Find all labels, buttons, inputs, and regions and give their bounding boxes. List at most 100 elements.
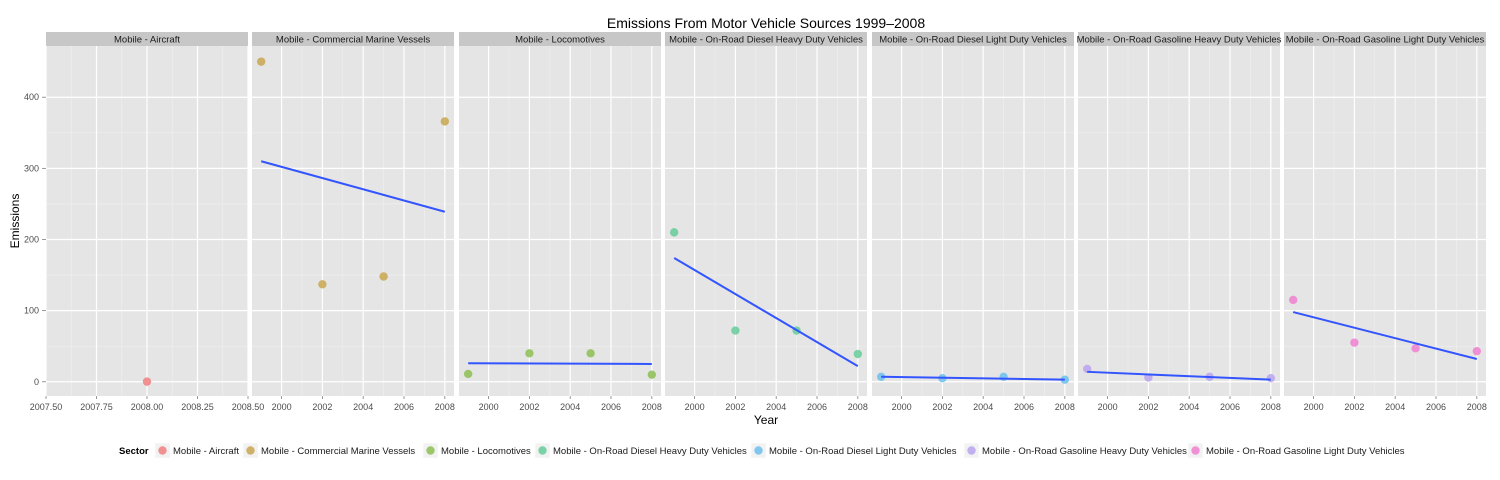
x-tick-label: 2000 bbox=[1098, 402, 1118, 412]
x-tick-label: 2004 bbox=[1179, 402, 1199, 412]
facet-strip bbox=[46, 32, 248, 46]
x-tick-label: 2006 bbox=[1014, 402, 1034, 412]
trend-line bbox=[1292, 311, 1478, 360]
legend-key-point bbox=[246, 446, 255, 455]
trend-line bbox=[881, 375, 1065, 381]
x-tick-label: 2007.75 bbox=[80, 402, 113, 412]
facet-strip-label: Mobile - On-Road Diesel Heavy Duty Vehic… bbox=[669, 35, 863, 46]
facet-panel: Mobile - On-Road Gasoline Light Duty Veh… bbox=[1284, 32, 1487, 412]
facet-panel: Mobile - On-Road Diesel Heavy Duty Vehic… bbox=[665, 32, 868, 412]
x-tick-label: 2004 bbox=[973, 402, 993, 412]
trend-line bbox=[260, 160, 446, 213]
y-axis: 0 100 200 300 400 bbox=[24, 92, 46, 387]
facet-panel: Mobile - Aircraft 2007.50 2007.75 2008.00 20… bbox=[30, 32, 264, 412]
panel-background bbox=[1078, 46, 1280, 396]
facet-strip-label: Mobile - Commercial Marine Vessels bbox=[276, 35, 430, 46]
x-tick-label: 2006 bbox=[1220, 402, 1240, 412]
data-point bbox=[318, 280, 327, 289]
data-point bbox=[1411, 344, 1420, 353]
facet-strip bbox=[872, 32, 1074, 46]
legend-item: Mobile - Aircraft bbox=[154, 442, 239, 459]
facet-strip bbox=[1078, 32, 1280, 46]
legend-key-point bbox=[754, 446, 763, 455]
x-tick-label: 2008 bbox=[1261, 402, 1281, 412]
x-tick-label: 2006 bbox=[1426, 402, 1446, 412]
x-tick-label: 2002 bbox=[1344, 402, 1364, 412]
data-point bbox=[876, 372, 886, 381]
legend-item: Mobile - On-Road Diesel Heavy Duty Vehic… bbox=[534, 442, 747, 459]
legend-label: Mobile - On-Road Diesel Heavy Duty Vehic… bbox=[553, 446, 747, 457]
data-point bbox=[1288, 295, 1298, 305]
x-tick-label: 2006 bbox=[601, 402, 621, 412]
data-point bbox=[379, 272, 388, 281]
facet-strip bbox=[665, 32, 867, 46]
data-point bbox=[647, 370, 657, 379]
panel-body bbox=[459, 46, 661, 396]
legend-item: Mobile - Commercial Marine Vessels bbox=[242, 442, 415, 459]
panel-body bbox=[665, 46, 867, 396]
legend-item: Mobile - On-Road Gasoline Heavy Duty Veh… bbox=[963, 442, 1187, 459]
data-point bbox=[1266, 374, 1276, 383]
data-point bbox=[669, 228, 679, 237]
data-point bbox=[463, 369, 473, 379]
legend-label: Mobile - Commercial Marine Vessels bbox=[261, 446, 415, 457]
x-tick-label: 2002 bbox=[1138, 402, 1158, 412]
x-tick-label: 2002 bbox=[312, 402, 332, 412]
y-tick-label: 300 bbox=[24, 163, 39, 173]
panel-body bbox=[46, 46, 248, 396]
legend-key-point bbox=[426, 446, 435, 455]
facet-strip bbox=[459, 32, 661, 46]
facet-strip bbox=[252, 32, 454, 46]
legend-label: Mobile - On-Road Gasoline Heavy Duty Veh… bbox=[982, 446, 1187, 457]
data-point bbox=[256, 57, 266, 66]
legend-key-point bbox=[967, 446, 976, 455]
x-tick-label: 2004 bbox=[560, 402, 580, 412]
x-tick-label: 2000 bbox=[272, 402, 292, 412]
trend-line bbox=[673, 257, 859, 367]
facet-panel: Mobile - Commercial Marine Vessels 2000 20… bbox=[252, 32, 455, 412]
data-point bbox=[731, 326, 740, 335]
y-axis-title: Emissions bbox=[8, 194, 22, 249]
legend-item: Mobile - Locomotives bbox=[422, 442, 531, 459]
panel-body bbox=[252, 46, 454, 396]
x-tick-label: 2004 bbox=[766, 402, 786, 412]
trend-line bbox=[1087, 370, 1271, 381]
legend-label: Mobile - Locomotives bbox=[441, 446, 531, 457]
x-tick-label: 2004 bbox=[1385, 402, 1405, 412]
legend: Sector Mobile - Aircraft Mobile - Commerci… bbox=[119, 442, 1405, 459]
data-point bbox=[525, 349, 534, 358]
panel-background bbox=[1284, 46, 1486, 396]
x-axis-title: Year bbox=[754, 413, 778, 427]
y-tick-label: 400 bbox=[24, 92, 39, 102]
x-tick-label: 2008 bbox=[1467, 402, 1487, 412]
panel-background bbox=[872, 46, 1074, 396]
legend-item: Mobile - On-Road Diesel Light Duty Vehic… bbox=[750, 442, 957, 459]
facet-strip-label: Mobile - On-Road Gasoline Heavy Duty Veh… bbox=[1077, 35, 1282, 46]
legend-key-point bbox=[538, 446, 547, 455]
legend-title: Sector bbox=[119, 446, 149, 457]
x-tick-label: 2006 bbox=[394, 402, 414, 412]
x-tick-label: 2000 bbox=[479, 402, 499, 412]
facet-strip bbox=[1284, 32, 1486, 46]
facet-panel: Mobile - Locomotives 2000 2002 2004 2006 2008 bbox=[459, 32, 662, 412]
x-tick-label: 2008.25 bbox=[181, 402, 214, 412]
data-point bbox=[853, 349, 863, 359]
chart-title: Emissions From Motor Vehicle Sources 199… bbox=[607, 15, 925, 31]
x-tick-label: 2006 bbox=[807, 402, 827, 412]
x-tick-label: 2004 bbox=[353, 402, 373, 412]
data-point bbox=[142, 377, 152, 386]
data-point bbox=[440, 117, 450, 126]
legend-label: Mobile - On-Road Gasoline Light Duty Veh… bbox=[1206, 446, 1405, 457]
panel-body bbox=[1284, 46, 1486, 396]
facet-panel: Mobile - On-Road Gasoline Heavy Duty Veh… bbox=[1077, 32, 1282, 412]
facet-strip-label: Mobile - Aircraft bbox=[114, 35, 180, 46]
x-tick-label: 2008 bbox=[642, 402, 662, 412]
x-tick-label: 2002 bbox=[932, 402, 952, 412]
legend-label: Mobile - Aircraft bbox=[173, 446, 239, 457]
x-tick-label: 2000 bbox=[1304, 402, 1324, 412]
x-tick-label: 2008 bbox=[1055, 402, 1075, 412]
x-tick-label: 2002 bbox=[519, 402, 539, 412]
data-point bbox=[586, 349, 595, 358]
y-tick-label: 0 bbox=[34, 377, 39, 387]
